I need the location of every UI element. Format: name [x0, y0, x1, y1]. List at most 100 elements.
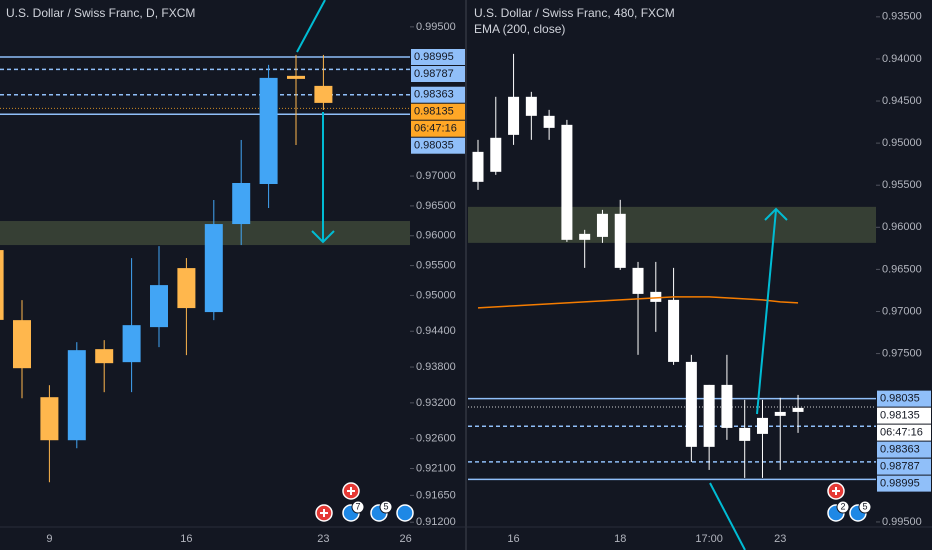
price-label: 0.98363 [880, 444, 920, 456]
arrow-head [311, 230, 335, 244]
price-label: 0.98787 [880, 461, 920, 473]
event-icon[interactable] [396, 504, 414, 522]
price-label: 0.98035 [880, 393, 920, 405]
x-tick-label: 16 [507, 533, 519, 545]
y-tick-label: 0.91650 [416, 489, 456, 501]
y-tick-label: 0.99500 [882, 516, 922, 528]
event-badge [379, 500, 393, 514]
drawings [296, 0, 788, 550]
candle-body [13, 320, 31, 369]
y-tick-label: 0.93800 [416, 361, 456, 373]
price-label-box [877, 407, 931, 424]
candle-body [287, 75, 305, 79]
chart-title: U.S. Dollar / Swiss Franc, D, FXCM [6, 6, 195, 20]
trend-line [709, 482, 746, 550]
indicator-line [477, 296, 799, 309]
candle-body [632, 267, 644, 294]
candle-body [525, 96, 537, 116]
candle-body [204, 224, 223, 313]
y-tick-label: 0.94000 [882, 53, 922, 65]
trend-line [296, 0, 326, 53]
candle-body [67, 350, 86, 441]
candle-body [650, 291, 662, 302]
price-label-box [877, 424, 931, 441]
candle-body [259, 77, 278, 185]
y-tick-label: 0.97500 [882, 347, 922, 359]
candle-body [40, 397, 59, 441]
price-label-box [411, 103, 465, 120]
y-tick-label: 0.95500 [882, 179, 922, 191]
x-tick-label: 17:00 [695, 533, 723, 545]
candle-body [122, 325, 141, 363]
price-label-box [411, 48, 465, 65]
price-label: 06:47:16 [880, 427, 923, 439]
candle-body [703, 384, 715, 447]
arrow-head [764, 207, 788, 221]
zone [468, 206, 876, 243]
price-label: 0.98995 [880, 478, 920, 490]
candle-body [490, 137, 502, 172]
icon-glyph [320, 509, 328, 517]
y-tick-label: 0.95000 [416, 289, 456, 301]
candle-body [543, 115, 555, 128]
event-count: 2 [840, 501, 845, 511]
y-tick-label: 0.94400 [416, 325, 456, 337]
chart-title: U.S. Dollar / Swiss Franc, 480, FXCM [474, 6, 675, 20]
y-tick-label: 0.95000 [882, 137, 922, 149]
candle-body [177, 268, 196, 309]
y-tick-label: 0.93200 [416, 397, 456, 409]
price-label: 0.98135 [880, 410, 920, 422]
price-label: 0.98135 [414, 106, 454, 118]
x-tick-label: 16 [180, 533, 192, 545]
candle-body [721, 384, 733, 428]
x-tick-label: 9 [46, 533, 52, 545]
icon-glyph [347, 487, 355, 495]
y-tick-label: 0.96000 [416, 230, 456, 242]
candle-body [614, 213, 626, 268]
event-badge [836, 500, 850, 514]
y-tick-label: 0.92600 [416, 433, 456, 445]
x-tick-label: 18 [614, 533, 626, 545]
candle-body [314, 85, 333, 103]
y-tick-label: 0.96500 [882, 263, 922, 275]
x-tick-label: 23 [774, 533, 786, 545]
candle-body [561, 124, 573, 240]
candle-body [232, 182, 251, 225]
price-label-box [411, 86, 465, 103]
x-tick-label: 23 [317, 533, 329, 545]
price-label: 0.98363 [414, 89, 454, 101]
price-label: 0.98787 [414, 68, 454, 80]
y-tick-label: 0.96500 [416, 200, 456, 212]
event-icons [315, 482, 845, 522]
candle-body [792, 407, 804, 412]
price-label-box [877, 390, 931, 407]
candle-body [579, 233, 591, 240]
candle-body [774, 411, 786, 416]
y-tick-label: 0.97000 [416, 170, 456, 182]
plot-area [0, 54, 410, 483]
x-tick-label: 26 [399, 533, 411, 545]
price-label: 0.98035 [414, 140, 454, 152]
candle-body [756, 417, 768, 434]
y-tick-label: 0.96000 [882, 221, 922, 233]
arrow [756, 209, 777, 415]
y-tick-label: 0.93500 [882, 11, 922, 23]
icon-glyph [832, 487, 840, 495]
candle-body [150, 285, 168, 328]
y-tick-label: 0.92100 [416, 462, 456, 474]
event-badge [858, 500, 872, 514]
plot-area [468, 53, 876, 481]
y-tick-label: 0.97000 [882, 305, 922, 317]
candle-body [508, 96, 520, 135]
price-label-box [411, 65, 465, 82]
price-label-box [877, 458, 931, 475]
candle-body [0, 250, 4, 320]
price-label: 0.98995 [414, 51, 454, 63]
price-label-box [877, 441, 931, 458]
event-count: 5 [862, 501, 867, 511]
price-label-box [877, 475, 931, 492]
event-count: 7 [355, 501, 360, 511]
y-tick-label: 0.94500 [882, 95, 922, 107]
